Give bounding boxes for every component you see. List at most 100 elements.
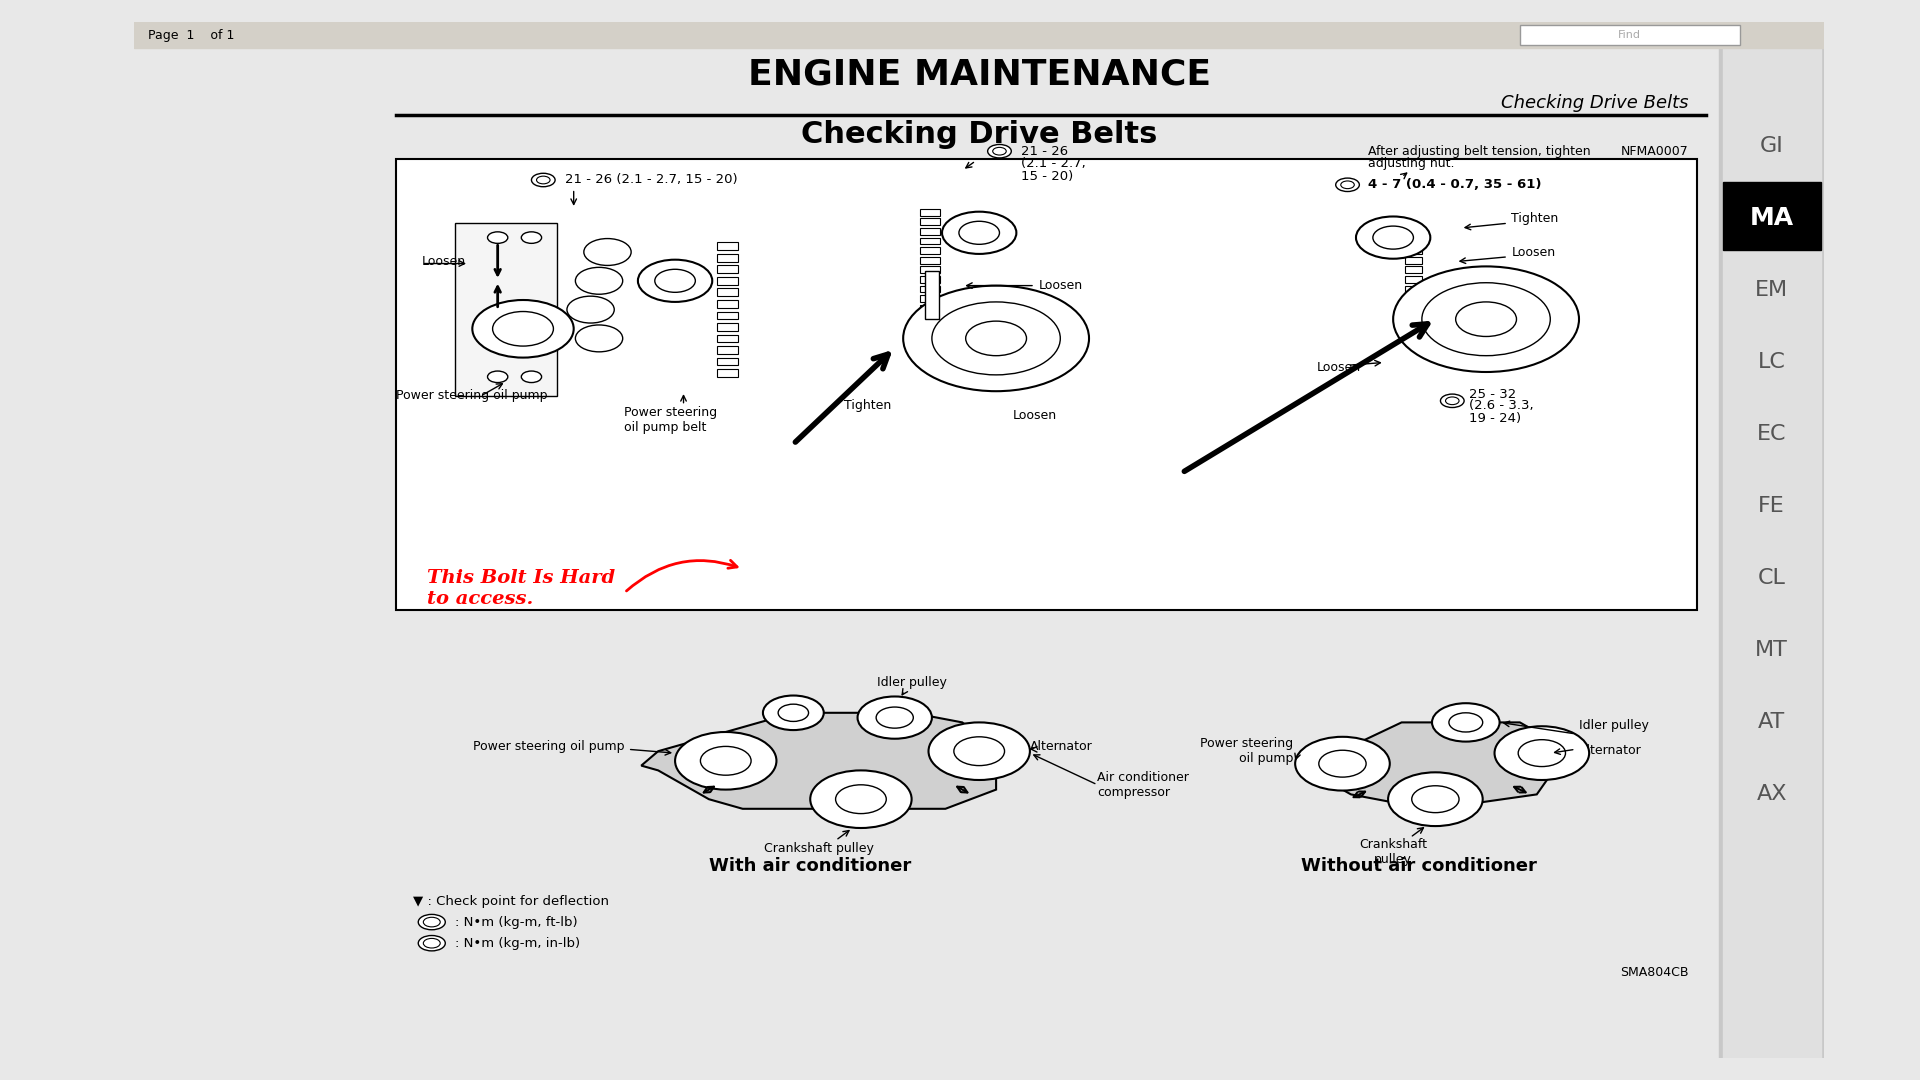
Bar bbox=[718, 276, 737, 285]
Bar bbox=[1405, 305, 1423, 311]
Text: Alternator: Alternator bbox=[1578, 743, 1642, 756]
Bar bbox=[920, 218, 941, 225]
Circle shape bbox=[536, 176, 549, 184]
Bar bbox=[920, 324, 941, 330]
Bar bbox=[1405, 267, 1423, 273]
Circle shape bbox=[954, 737, 1004, 766]
Bar bbox=[920, 305, 941, 311]
Circle shape bbox=[493, 311, 553, 346]
Text: SMA804CB: SMA804CB bbox=[1620, 966, 1690, 978]
Bar bbox=[920, 295, 941, 302]
Circle shape bbox=[1450, 713, 1482, 732]
Text: AX: AX bbox=[1757, 784, 1788, 804]
Text: Air conditioner
compressor: Air conditioner compressor bbox=[1098, 771, 1188, 799]
Bar bbox=[920, 267, 941, 273]
Circle shape bbox=[488, 372, 507, 382]
Bar bbox=[1718, 49, 1824, 1058]
Bar bbox=[134, 22, 1824, 49]
Text: Tighten: Tighten bbox=[845, 400, 891, 413]
Polygon shape bbox=[641, 713, 996, 809]
Circle shape bbox=[1319, 751, 1367, 778]
Circle shape bbox=[472, 300, 574, 357]
Text: CL: CL bbox=[1757, 568, 1786, 588]
Bar bbox=[718, 300, 737, 308]
Bar bbox=[718, 323, 737, 330]
Circle shape bbox=[835, 785, 887, 813]
Bar bbox=[455, 224, 557, 396]
Text: 21 - 26 (2.1 - 2.7, 15 - 20): 21 - 26 (2.1 - 2.7, 15 - 20) bbox=[564, 174, 737, 187]
Text: Loosen: Loosen bbox=[1511, 245, 1555, 258]
Text: FE: FE bbox=[1759, 496, 1786, 516]
Bar bbox=[920, 247, 941, 254]
Text: Tighten: Tighten bbox=[1511, 212, 1559, 225]
Text: Idler pulley: Idler pulley bbox=[1578, 719, 1649, 732]
Text: Page  1    of 1: Page 1 of 1 bbox=[148, 28, 234, 41]
Circle shape bbox=[929, 723, 1029, 780]
Text: NFMA0007: NFMA0007 bbox=[1620, 145, 1690, 158]
Text: Power steering
oil pump: Power steering oil pump bbox=[1200, 738, 1294, 766]
Bar bbox=[925, 271, 939, 320]
Circle shape bbox=[1356, 216, 1430, 259]
Circle shape bbox=[958, 221, 1000, 244]
Circle shape bbox=[419, 915, 445, 930]
Text: After adjusting belt tension, tighten: After adjusting belt tension, tighten bbox=[1367, 145, 1590, 158]
Circle shape bbox=[858, 697, 931, 739]
Bar bbox=[396, 159, 1697, 610]
Text: adjusting nut.: adjusting nut. bbox=[1367, 158, 1453, 171]
Circle shape bbox=[1373, 226, 1413, 249]
Text: Crankshaft
pulley: Crankshaft pulley bbox=[1359, 838, 1427, 865]
Circle shape bbox=[422, 917, 440, 927]
Circle shape bbox=[1336, 178, 1359, 191]
Text: This Bolt Is Hard: This Bolt Is Hard bbox=[426, 569, 614, 586]
Text: GI: GI bbox=[1761, 136, 1784, 156]
Text: Loosen: Loosen bbox=[1014, 408, 1058, 421]
Circle shape bbox=[1388, 772, 1482, 826]
Circle shape bbox=[1394, 267, 1578, 372]
Circle shape bbox=[1296, 737, 1390, 791]
Circle shape bbox=[902, 285, 1089, 391]
Circle shape bbox=[637, 259, 712, 302]
Text: Checking Drive Belts: Checking Drive Belts bbox=[801, 120, 1158, 149]
Circle shape bbox=[1411, 786, 1459, 812]
Text: LC: LC bbox=[1757, 352, 1786, 372]
Circle shape bbox=[810, 770, 912, 828]
Text: Loosen: Loosen bbox=[422, 255, 467, 268]
Bar bbox=[718, 335, 737, 342]
FancyArrowPatch shape bbox=[626, 561, 737, 591]
Text: 4 - 7 (0.4 - 0.7, 35 - 61): 4 - 7 (0.4 - 0.7, 35 - 61) bbox=[1367, 178, 1542, 191]
Text: (2.1 - 2.7,: (2.1 - 2.7, bbox=[1021, 158, 1087, 171]
Circle shape bbox=[488, 232, 507, 243]
Bar bbox=[718, 369, 737, 377]
Bar bbox=[718, 254, 737, 261]
Text: MT: MT bbox=[1755, 640, 1788, 660]
Bar bbox=[1405, 285, 1423, 293]
Text: Power steering
oil pump belt: Power steering oil pump belt bbox=[624, 406, 718, 433]
Circle shape bbox=[778, 704, 808, 721]
Bar bbox=[1722, 181, 1820, 251]
Text: With air conditioner: With air conditioner bbox=[708, 856, 912, 875]
Text: 25 - 32: 25 - 32 bbox=[1469, 388, 1517, 401]
Text: Crankshaft pulley: Crankshaft pulley bbox=[764, 842, 874, 855]
Circle shape bbox=[522, 232, 541, 243]
Text: Alternator: Alternator bbox=[1029, 740, 1092, 753]
Bar bbox=[1722, 49, 1820, 1058]
Circle shape bbox=[576, 325, 622, 352]
Circle shape bbox=[584, 239, 632, 266]
Text: ▼ : Check point for deflection: ▼ : Check point for deflection bbox=[413, 895, 609, 908]
Text: EM: EM bbox=[1755, 280, 1788, 300]
Bar bbox=[920, 334, 941, 340]
Circle shape bbox=[1340, 181, 1354, 189]
Circle shape bbox=[532, 173, 555, 187]
Circle shape bbox=[701, 746, 751, 775]
Bar bbox=[920, 276, 941, 283]
Text: Checking Drive Belts: Checking Drive Belts bbox=[1501, 94, 1690, 112]
Bar bbox=[1405, 276, 1423, 283]
Text: to access.: to access. bbox=[426, 590, 534, 608]
Circle shape bbox=[422, 939, 440, 948]
Bar bbox=[1521, 26, 1740, 44]
Bar bbox=[920, 285, 941, 293]
Text: 19 - 24): 19 - 24) bbox=[1469, 411, 1521, 424]
Text: Without air conditioner: Without air conditioner bbox=[1300, 856, 1536, 875]
Circle shape bbox=[1446, 397, 1459, 405]
Bar bbox=[718, 346, 737, 354]
